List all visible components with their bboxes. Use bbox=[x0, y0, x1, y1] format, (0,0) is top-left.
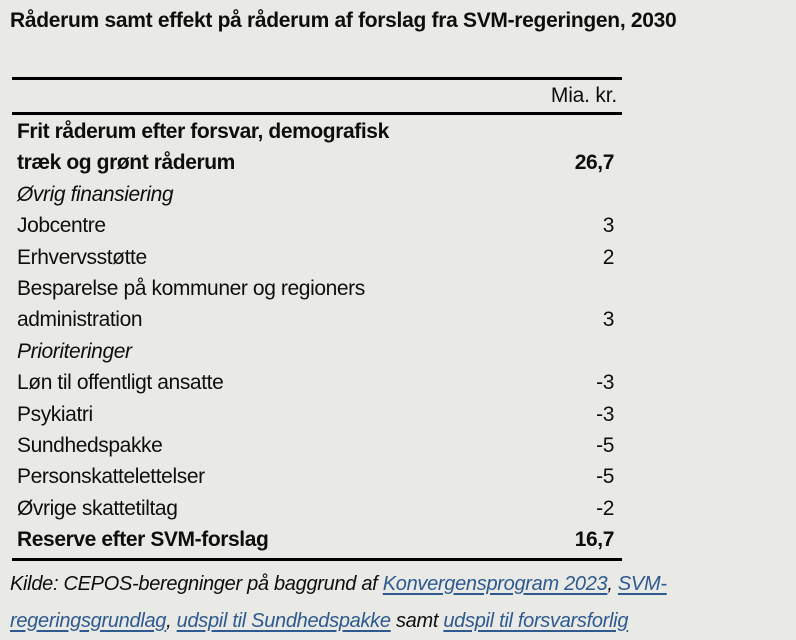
unit-header: Mia. kr. bbox=[550, 84, 617, 107]
row-value: -5 bbox=[596, 434, 614, 458]
raderum-table: Mia. kr. Frit råderum efter forsvar, dem… bbox=[12, 77, 622, 561]
row-label-line: Frit råderum efter forsvar, demografisk bbox=[17, 120, 389, 143]
row-label: Øvrige skattetiltag bbox=[17, 493, 178, 524]
table-row: Psykiatri -3 bbox=[12, 399, 622, 430]
table-row: Jobcentre 3 bbox=[12, 210, 622, 241]
row-label: Reserve efter SVM-forslag bbox=[17, 524, 269, 555]
row-label: Personskattelettelser bbox=[17, 461, 205, 492]
row-label-line: Personskattelettelser bbox=[17, 465, 205, 489]
table-row: Øvrig finansiering bbox=[12, 179, 622, 210]
row-label-line: Erhvervsstøtte bbox=[17, 245, 147, 269]
source-text: Kilde: CEPOS-beregninger på baggrund af bbox=[10, 572, 383, 595]
row-label: Sundhedspakke bbox=[17, 430, 163, 461]
row-label-line: Løn til offentligt ansatte bbox=[17, 371, 224, 395]
source-link[interactable]: SVM-regeringsgrundlag bbox=[10, 572, 667, 632]
row-label-line: Sundhedspakke bbox=[17, 434, 163, 458]
row-label: Frit råderum efter forsvar, demografisk t… bbox=[17, 116, 389, 179]
row-label: Besparelse på kommuner og regioners admin… bbox=[17, 273, 365, 336]
row-value: -2 bbox=[596, 496, 614, 520]
row-label-line: Øvrige skattetiltag bbox=[17, 496, 178, 520]
table-row: Prioriteringer bbox=[12, 336, 622, 367]
source-text: , bbox=[166, 609, 177, 632]
table-row: Sundhedspakke -5 bbox=[12, 430, 622, 461]
source-text: , bbox=[607, 572, 618, 595]
table-body: Frit råderum efter forsvar, demografisk t… bbox=[12, 115, 622, 558]
table-row: Løn til offentligt ansatte -3 bbox=[12, 367, 622, 398]
source-link[interactable]: Konvergensprogram 2023 bbox=[382, 572, 608, 595]
table-title: Råderum samt effekt på råderum af forsla… bbox=[10, 9, 677, 32]
table-row: Personskattelettelser -5 bbox=[12, 461, 622, 492]
row-label: Løn til offentligt ansatte bbox=[17, 367, 224, 398]
row-value: -5 bbox=[596, 465, 614, 489]
table-header-row: Mia. kr. bbox=[12, 80, 622, 115]
row-label-line: træk og grønt råderum bbox=[17, 151, 235, 175]
row-value: 26,7 bbox=[574, 151, 615, 175]
row-label-line: Øvrig finansiering bbox=[17, 182, 174, 206]
row-label: Prioriteringer bbox=[17, 336, 132, 367]
source-link[interactable]: udspil til Sundhedspakke bbox=[176, 609, 391, 632]
source-text: samt bbox=[390, 609, 444, 632]
row-label: Psykiatri bbox=[17, 399, 93, 430]
row-label: Jobcentre bbox=[17, 210, 106, 241]
row-value: 3 bbox=[602, 214, 615, 238]
row-label-line: administration bbox=[17, 308, 143, 332]
row-label: Øvrig finansiering bbox=[17, 179, 174, 210]
row-label-line: Prioriteringer bbox=[17, 339, 132, 363]
row-value: 3 bbox=[602, 308, 615, 332]
row-label-line: Psykiatri bbox=[17, 402, 93, 426]
row-value: 2 bbox=[602, 245, 615, 269]
table-row: Frit råderum efter forsvar, demografisk t… bbox=[12, 116, 622, 179]
source-link[interactable]: udspil til forsvarsforlig bbox=[443, 609, 629, 632]
row-label-line: Besparelse på kommuner og regioners bbox=[17, 277, 365, 301]
row-label-line: Reserve efter SVM-forslag bbox=[17, 528, 269, 552]
row-value: -3 bbox=[596, 371, 614, 395]
table-row: Besparelse på kommuner og regioners admin… bbox=[12, 273, 622, 336]
row-value: 16,7 bbox=[574, 528, 615, 552]
table-row: Erhvervsstøtte 2 bbox=[12, 242, 622, 273]
row-value: -3 bbox=[596, 402, 614, 426]
source-note: Kilde: CEPOS-beregninger på baggrund af … bbox=[10, 566, 752, 640]
row-label: Erhvervsstøtte bbox=[17, 242, 147, 273]
table-row: Øvrige skattetiltag -2 bbox=[12, 493, 622, 524]
table-row: Reserve efter SVM-forslag 16,7 bbox=[12, 524, 622, 555]
row-label-line: Jobcentre bbox=[17, 214, 106, 238]
